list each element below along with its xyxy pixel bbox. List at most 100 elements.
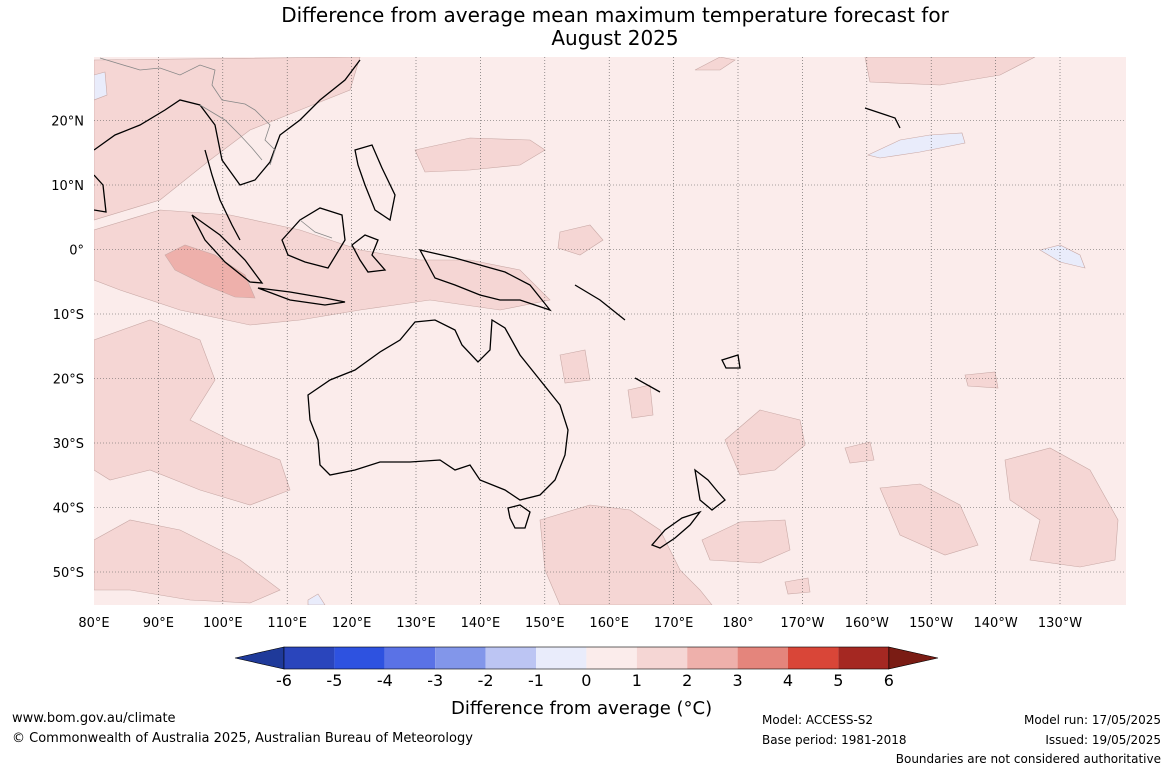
latitude-label: 40°S bbox=[53, 502, 84, 517]
longitude-label: 170°E bbox=[654, 616, 694, 631]
anomaly-area-1to2 bbox=[1004, 447, 1119, 568]
australia-coastline bbox=[307, 318, 569, 501]
new-zealand-south-coastline bbox=[650, 510, 702, 549]
map-title: Difference from average mean maximum tem… bbox=[0, 4, 1173, 50]
colorbar-title: Difference from average (°C) bbox=[451, 698, 713, 719]
colorbar-tick-label: -6 bbox=[276, 671, 292, 690]
hawaii-coastline bbox=[864, 107, 901, 129]
borneo-coastline bbox=[281, 207, 346, 269]
sumatra-coastline bbox=[191, 214, 264, 284]
new-zealand-north-coastline bbox=[694, 468, 726, 511]
colorbar-segment bbox=[586, 647, 637, 669]
colorbar-segment bbox=[536, 647, 587, 669]
longitude-label: 90°E bbox=[143, 616, 174, 631]
colorbar-tick-label: 0 bbox=[581, 671, 591, 690]
philippines-coastline bbox=[354, 144, 396, 222]
anomaly-area-1to2 bbox=[964, 371, 999, 389]
issued-date: Issued: 19/05/2025 bbox=[1045, 733, 1161, 747]
malay-peninsula-coastline bbox=[204, 149, 241, 241]
latitude-label: 10°S bbox=[53, 308, 84, 323]
java-coastline bbox=[257, 287, 346, 306]
latitude-labels: 20°N 10°N 0° 10°S 20°S 30°S 40°S 50°S bbox=[51, 115, 84, 582]
colorbar-tick-label: -1 bbox=[528, 671, 544, 690]
longitude-label: 100°E bbox=[203, 616, 243, 631]
anomaly-area-below0 bbox=[867, 132, 966, 159]
anomaly-area-1to2 bbox=[627, 384, 654, 419]
colorbar-segment bbox=[838, 647, 889, 669]
title-line-2: August 2025 bbox=[551, 26, 679, 50]
colorbar-tick-label: 5 bbox=[833, 671, 843, 690]
colorbar-tick-label: -4 bbox=[377, 671, 393, 690]
latitude-label: 20°S bbox=[53, 373, 84, 388]
anomaly-area-below0 bbox=[1039, 244, 1086, 269]
longitude-label: 140°E bbox=[461, 616, 501, 631]
anomaly-area-1to2 bbox=[694, 57, 736, 71]
colorbar-segment bbox=[435, 647, 486, 669]
colorbar-tick-label: 3 bbox=[733, 671, 743, 690]
anomaly-area-1to2 bbox=[94, 57, 361, 221]
colorbar-extend-high bbox=[888, 646, 939, 670]
longitude-label: 130°E bbox=[396, 616, 436, 631]
title-line-1: Difference from average mean maximum tem… bbox=[281, 3, 949, 27]
colorbar-segment bbox=[485, 647, 536, 669]
colorbar-tick-label: -5 bbox=[326, 671, 342, 690]
forecast-map: 20°N 10°N 0° 10°S 20°S 30°S 40°S 50°S 80°E 90°E 1… bbox=[51, 57, 1126, 690]
colorbar bbox=[234, 646, 939, 670]
latitude-label: 10°N bbox=[51, 179, 84, 194]
longitude-label: 110°E bbox=[267, 616, 307, 631]
anomaly-area-1to2 bbox=[879, 483, 979, 556]
anomaly-area-1to2 bbox=[94, 519, 281, 604]
boundaries-disclaimer: Boundaries are not considered authoritat… bbox=[895, 752, 1161, 766]
fiji-coastline bbox=[721, 354, 741, 369]
anomaly-area-below0 bbox=[307, 593, 326, 605]
country-borders bbox=[99, 57, 333, 239]
anomaly-area-1to2 bbox=[94, 319, 291, 506]
colorbar-tick-label: -2 bbox=[478, 671, 494, 690]
colorbar-tick-label: 1 bbox=[632, 671, 642, 690]
colorbar-segment bbox=[636, 647, 688, 669]
colorbar-tick-label: 2 bbox=[682, 671, 692, 690]
colorbar-tick-label: -3 bbox=[427, 671, 443, 690]
longitude-label: 170°W bbox=[780, 616, 824, 631]
anomaly-area-1to2 bbox=[414, 137, 546, 173]
latitude-label: 30°S bbox=[53, 437, 84, 452]
colorbar-segment bbox=[284, 647, 335, 669]
tasmania-coastline bbox=[507, 504, 531, 529]
longitude-label: 150°W bbox=[909, 616, 953, 631]
anomaly-area-1to2 bbox=[724, 409, 806, 476]
anomaly-area-1to2 bbox=[94, 209, 551, 326]
colorbar-segment bbox=[384, 647, 436, 669]
new-caledonia-coastline bbox=[634, 377, 661, 393]
longitude-label: 160°W bbox=[845, 616, 889, 631]
anomaly-area-1to2 bbox=[557, 224, 604, 256]
anomaly-area-below0 bbox=[94, 71, 108, 101]
sulawesi-coastline bbox=[351, 234, 387, 273]
longitude-label: 160°E bbox=[589, 616, 629, 631]
anomaly-contours bbox=[94, 57, 1119, 605]
colorbar-tick-label: 6 bbox=[884, 671, 894, 690]
longitude-label: 130°W bbox=[1038, 616, 1082, 631]
colorbar-segment bbox=[687, 647, 738, 669]
longitude-labels: 80°E 90°E 100°E 110°E 120°E 130°E 140°E 150°E 16… bbox=[78, 616, 1082, 631]
anomaly-area-2to3 bbox=[164, 244, 256, 299]
model-name: Model: ACCESS-S2 bbox=[762, 713, 874, 727]
latitude-label: 50°S bbox=[53, 566, 84, 581]
colorbar-segment bbox=[788, 647, 839, 669]
copyright-text: © Commonwealth of Australia 2025, Austra… bbox=[12, 731, 473, 746]
anomaly-area-1to2 bbox=[559, 349, 591, 384]
asia-coastline bbox=[94, 59, 361, 186]
model-run-date: Model run: 17/05/2025 bbox=[1023, 713, 1161, 727]
longitude-label: 140°W bbox=[974, 616, 1018, 631]
colorbar-segment bbox=[334, 647, 385, 669]
colorbar-tick-labels: -6 -5 -4 -3 -2 -1 0 1 2 3 4 5 6 bbox=[276, 671, 894, 690]
colorbar-segment bbox=[737, 647, 788, 669]
latitude-label: 0° bbox=[69, 244, 84, 259]
longitude-label: 150°E bbox=[525, 616, 565, 631]
base-period: Base period: 1981-2018 bbox=[762, 733, 907, 747]
longitude-label: 180° bbox=[722, 616, 753, 631]
anomaly-area-1to2 bbox=[784, 577, 811, 595]
anomaly-area-1to2 bbox=[701, 519, 791, 564]
colorbar-tick-label: 4 bbox=[783, 671, 793, 690]
website-link[interactable]: www.bom.gov.au/climate bbox=[12, 711, 176, 726]
india-coastline bbox=[94, 174, 107, 213]
